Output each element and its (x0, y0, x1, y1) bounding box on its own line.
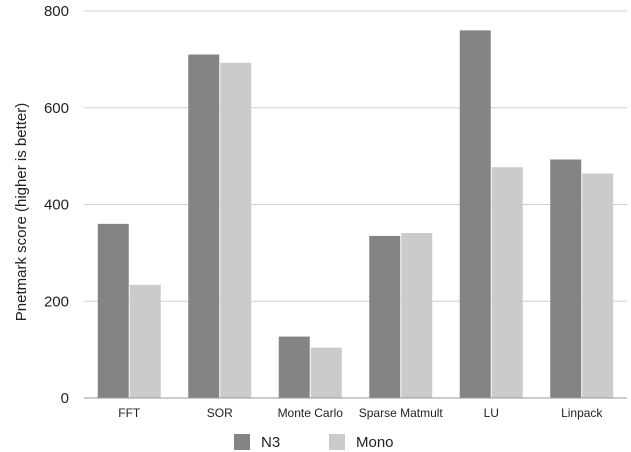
legend-swatch-mono (329, 434, 345, 450)
y-tick-label: 600 (44, 100, 69, 117)
bar-mono-sor (220, 62, 252, 398)
x-category-label: LU (484, 406, 499, 420)
y-axis-title: Pnetmark score (higher is better) (13, 103, 30, 321)
legend: N3 Mono (234, 434, 394, 451)
bar-n3-sor (188, 54, 220, 398)
legend-label-n3: N3 (261, 434, 280, 451)
bars (97, 30, 614, 398)
legend-label-mono: Mono (356, 434, 394, 451)
x-category-label: Monte Carlo (278, 406, 344, 420)
x-category-label: Sparse Matmult (359, 406, 444, 420)
bar-n3-lu (459, 30, 491, 398)
y-tick-label: 200 (44, 293, 69, 310)
x-category-label: Linpack (561, 406, 603, 420)
bar-mono-linpack (582, 173, 614, 398)
bar-n3-sparse-matmult (369, 235, 401, 398)
gridlines (84, 10, 627, 302)
x-category-label: SOR (207, 406, 233, 420)
y-axis-ticks: 0 200 400 600 800 (44, 3, 69, 407)
bar-mono-fft (129, 284, 161, 398)
bar-n3-monte-carlo (278, 336, 310, 398)
x-category-label: FFT (118, 406, 141, 420)
x-axis-categories: FFT SOR Monte Carlo Sparse Matmult LU Linpack (118, 406, 603, 420)
legend-swatch-n3 (234, 434, 250, 450)
y-tick-label: 0 (61, 390, 69, 407)
bar-mono-sparse-matmult (401, 233, 433, 398)
bar-n3-linpack (550, 159, 582, 398)
y-tick-label: 800 (44, 3, 69, 20)
y-tick-label: 400 (44, 197, 69, 214)
bar-n3-fft (97, 223, 129, 398)
bar-mono-monte-carlo (310, 347, 342, 398)
bar-mono-lu (491, 167, 523, 398)
